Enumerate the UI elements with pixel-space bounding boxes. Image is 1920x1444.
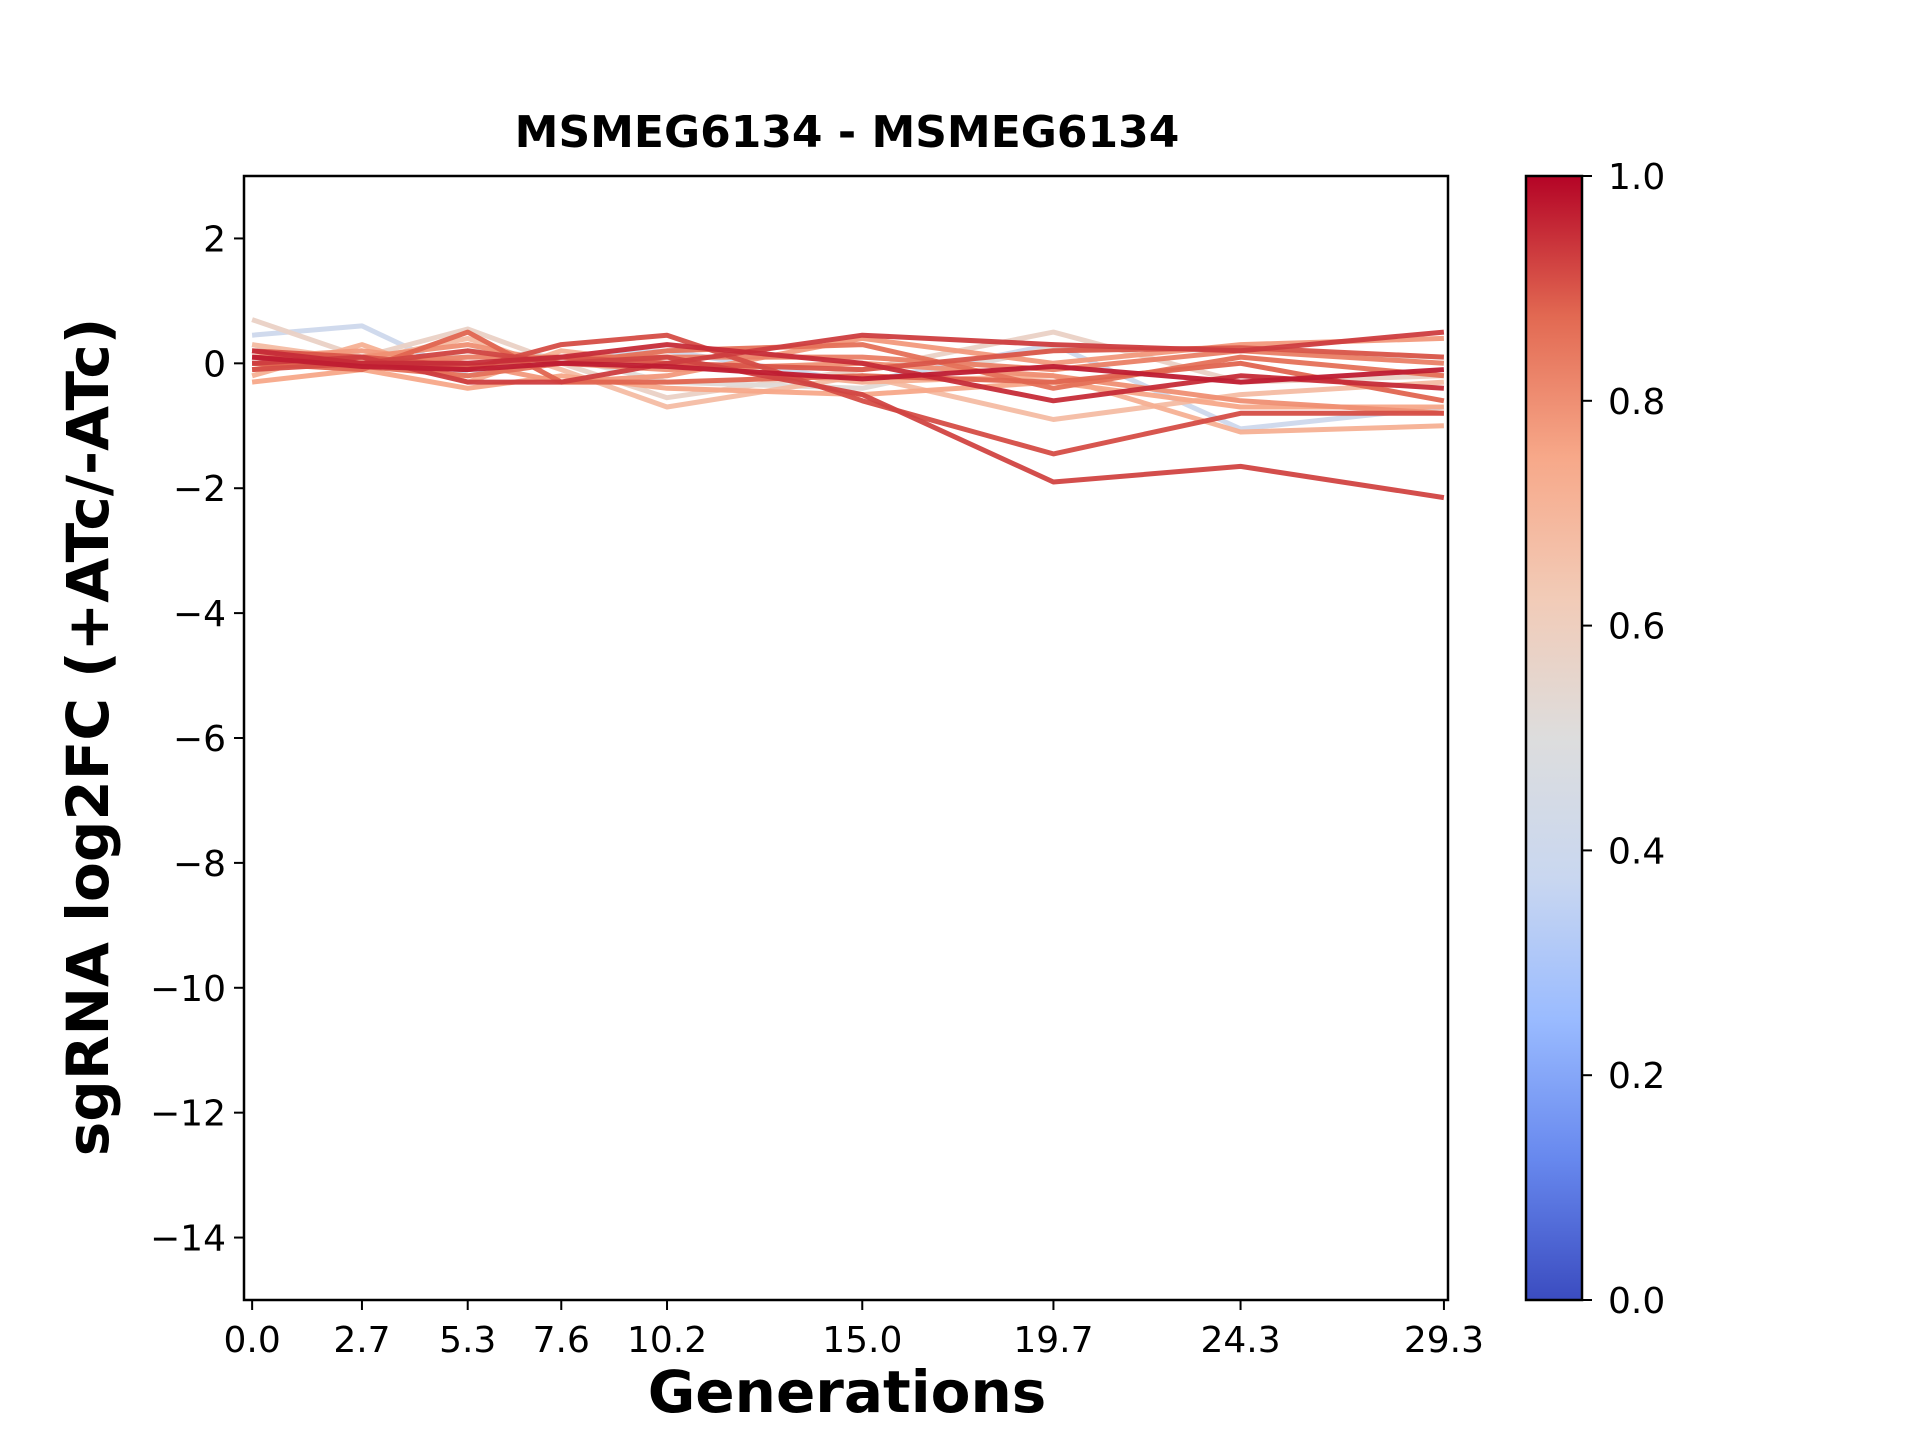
y-axis-label: sgRNA log2FC (+ATc/-ATc): [54, 318, 122, 1156]
y-tick-label: 0: [203, 344, 226, 385]
y-tick-label: −12: [150, 1094, 226, 1135]
x-tick-label: 2.7: [333, 1320, 390, 1361]
series-line-17: [251, 354, 1445, 385]
colorbar-tick-label: 1.0: [1608, 157, 1665, 198]
colorbar: 0.0 0.2 0.4 0.6 0.8 1.0: [1524, 157, 1665, 1322]
colorbar-tick-label: 0.4: [1608, 831, 1665, 872]
y-tick-label: −8: [173, 844, 226, 885]
y-tick-label: −6: [173, 719, 226, 760]
y-tick-label: −10: [150, 969, 226, 1010]
plot-area: 0.0 2.7 5.3 7.6 10.2 15.0 19.7 24.3 29.3 2 0 −2 −4 −6…: [150, 174, 1484, 1361]
colorbar-gradient: [1524, 174, 1584, 1302]
x-tick-label: 5.3: [439, 1320, 496, 1361]
x-tick-label: 15.0: [822, 1320, 902, 1361]
x-tick-label: 24.3: [1200, 1320, 1280, 1361]
x-tick-label: 7.6: [533, 1320, 590, 1361]
series-line-8: [251, 342, 1445, 416]
x-tick-label: 0.0: [224, 1320, 281, 1361]
x-tick-label: 19.7: [1013, 1320, 1093, 1361]
chart-title: MSMEG6134 - MSMEG6134: [515, 107, 1180, 158]
y-tick-label: −4: [173, 594, 226, 635]
colorbar-tick-label: 0.8: [1608, 382, 1665, 423]
series-line-6: [251, 367, 1444, 410]
y-tick-label: 2: [203, 219, 226, 260]
series-line-14: [251, 348, 1445, 501]
colorbar-tick-label: 0.6: [1608, 607, 1665, 648]
x-axis-label: Generations: [648, 1358, 1047, 1426]
x-tick-label: 10.2: [627, 1320, 707, 1361]
x-tick-label: 29.3: [1404, 1320, 1484, 1361]
colorbar-tick-label: 0.2: [1608, 1056, 1665, 1097]
y-tick-label: −14: [150, 1219, 226, 1260]
y-tick-label: −2: [173, 469, 226, 510]
series-line-16: [251, 342, 1445, 404]
colorbar-tick-label: 0.0: [1608, 1281, 1665, 1322]
